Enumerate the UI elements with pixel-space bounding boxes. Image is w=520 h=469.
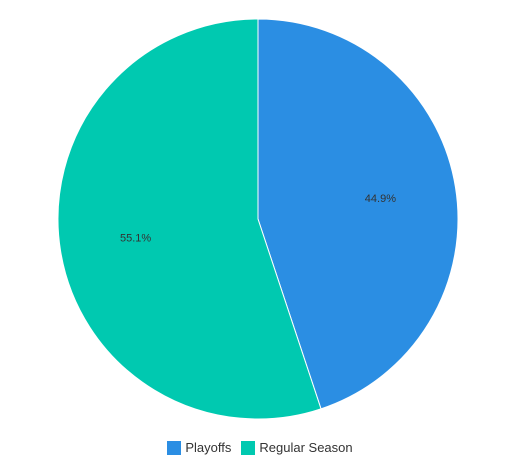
pie-slice-playoffs[interactable] [257,18,459,410]
legend-label-regular-season: Regular Season [259,440,353,455]
slice-label-regular-season: 55.1% [120,233,151,245]
legend-item-regular-season[interactable]: Regular Season [241,440,353,455]
legend-swatch-regular-season [241,440,256,455]
legend-item-playoffs[interactable]: Playoffs [167,440,231,455]
legend-swatch-playoffs [167,440,182,455]
pie-slices [57,18,459,420]
slice-label-playoffs: 44.9% [365,193,396,205]
chart-legend: Playoffs Regular Season [0,440,520,455]
slice-labels: 44.9% 55.1% [120,193,396,245]
legend-label-playoffs: Playoffs [185,440,232,455]
pie-slice-regular-season[interactable] [57,18,322,420]
